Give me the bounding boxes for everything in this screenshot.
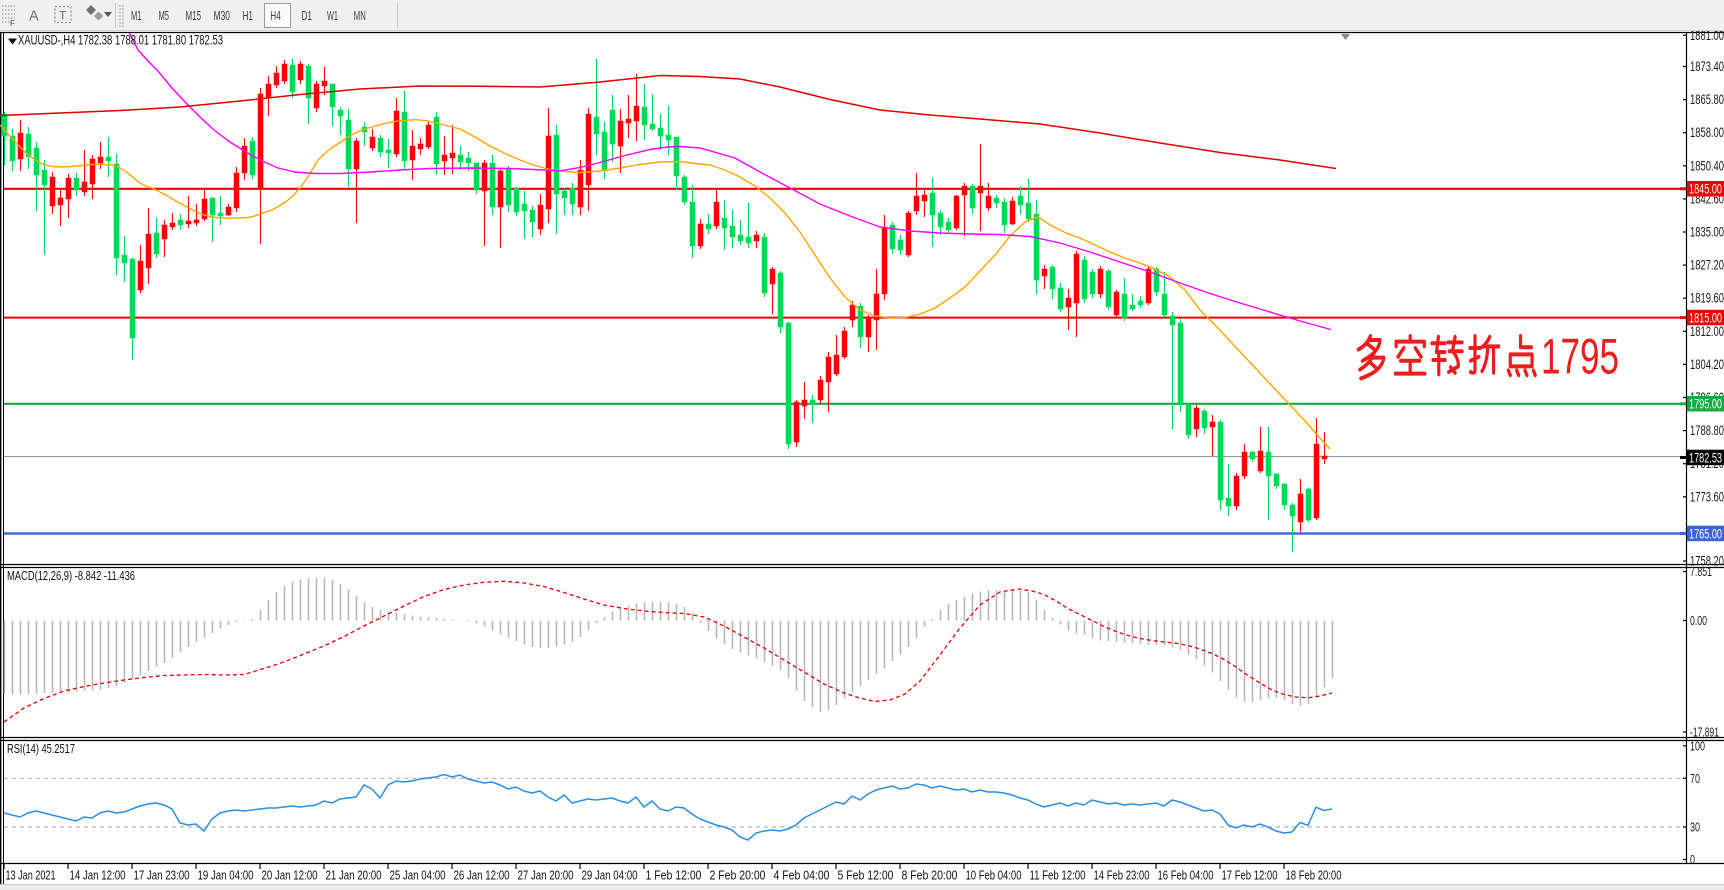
- svg-text:17 Jan 23:00: 17 Jan 23:00: [134, 868, 190, 883]
- svg-text:1765.00: 1765.00: [1689, 526, 1722, 541]
- svg-text:13 Jan 2021: 13 Jan 2021: [6, 868, 56, 883]
- svg-text:8 Feb 20:00: 8 Feb 20:00: [902, 868, 958, 883]
- svg-text:M30: M30: [214, 8, 231, 23]
- svg-text:1804.20: 1804.20: [1690, 357, 1724, 372]
- svg-text:1815.00: 1815.00: [1689, 310, 1722, 325]
- svg-text:1873.40: 1873.40: [1690, 59, 1724, 74]
- svg-text:5 Feb 12:00: 5 Feb 12:00: [838, 868, 894, 883]
- svg-text:14 Jan 12:00: 14 Jan 12:00: [70, 868, 126, 883]
- svg-text:1 Feb 12:00: 1 Feb 12:00: [646, 868, 702, 883]
- svg-text:11 Feb 12:00: 11 Feb 12:00: [1030, 868, 1086, 883]
- svg-text:10 Feb 04:00: 10 Feb 04:00: [966, 868, 1022, 883]
- svg-text:16 Feb 04:00: 16 Feb 04:00: [1158, 868, 1214, 883]
- svg-text:H4: H4: [270, 8, 281, 23]
- svg-text:T: T: [59, 9, 67, 23]
- svg-text:1845.00: 1845.00: [1689, 182, 1722, 197]
- svg-text:1773.60: 1773.60: [1690, 489, 1724, 504]
- svg-text:RSI(14) 45.2517: RSI(14) 45.2517: [7, 741, 75, 756]
- svg-text:100: 100: [1690, 739, 1705, 753]
- svg-text:30: 30: [1690, 821, 1700, 835]
- svg-text:1827.20: 1827.20: [1690, 258, 1724, 273]
- svg-text:H1: H1: [243, 8, 254, 23]
- svg-text:XAUUSD-,H4 1782.38 1788.01 17: XAUUSD-,H4 1782.38 1788.01 1781.80 1782.…: [18, 32, 223, 48]
- svg-text:1819.60: 1819.60: [1690, 291, 1724, 306]
- svg-text:A: A: [29, 9, 39, 25]
- svg-text:M1: M1: [131, 8, 142, 23]
- svg-text:1865.80: 1865.80: [1690, 92, 1724, 107]
- svg-text:1812.00: 1812.00: [1690, 324, 1724, 339]
- svg-text:0.00: 0.00: [1690, 614, 1707, 628]
- svg-text:19 Jan 04:00: 19 Jan 04:00: [198, 868, 254, 883]
- svg-text:1835.00: 1835.00: [1690, 225, 1724, 240]
- svg-text:70: 70: [1690, 772, 1700, 786]
- svg-text:1858.00: 1858.00: [1690, 125, 1724, 140]
- svg-text:1881.00: 1881.00: [1690, 31, 1724, 43]
- svg-text:17 Feb 12:00: 17 Feb 12:00: [1222, 868, 1278, 883]
- svg-text:F: F: [10, 19, 15, 28]
- svg-text:25 Jan 04:00: 25 Jan 04:00: [390, 868, 446, 883]
- svg-text:29 Jan 04:00: 29 Jan 04:00: [582, 868, 638, 883]
- svg-text:M5: M5: [159, 8, 170, 23]
- svg-text:M15: M15: [186, 8, 202, 23]
- svg-text:D1: D1: [302, 8, 313, 23]
- svg-text:1795: 1795: [1541, 329, 1619, 385]
- svg-text:MN: MN: [354, 8, 366, 23]
- svg-text:27 Jan 20:00: 27 Jan 20:00: [518, 868, 574, 883]
- svg-text:7.851: 7.851: [1690, 565, 1712, 579]
- svg-text:1782.53: 1782.53: [1689, 450, 1722, 465]
- svg-text:1850.40: 1850.40: [1690, 158, 1724, 173]
- svg-text:0: 0: [1690, 853, 1695, 867]
- svg-text:1795.00: 1795.00: [1689, 397, 1722, 412]
- svg-text:4 Feb 04:00: 4 Feb 04:00: [774, 868, 830, 883]
- svg-text:26 Jan 12:00: 26 Jan 12:00: [454, 868, 510, 883]
- svg-text:2 Feb 20:00: 2 Feb 20:00: [710, 868, 766, 883]
- svg-text:18 Feb 20:00: 18 Feb 20:00: [1286, 868, 1342, 883]
- svg-text:MACD(12,26,9) -8.842 -11.436: MACD(12,26,9) -8.842 -11.436: [7, 568, 135, 583]
- svg-text:1788.80: 1788.80: [1690, 423, 1724, 438]
- svg-text:14 Feb 23:00: 14 Feb 23:00: [1094, 868, 1150, 883]
- svg-text:W1: W1: [327, 8, 338, 23]
- svg-text:20 Jan 12:00: 20 Jan 12:00: [262, 868, 318, 883]
- svg-text:1758.20: 1758.20: [1690, 554, 1724, 569]
- svg-text:21 Jan 20:00: 21 Jan 20:00: [326, 868, 382, 883]
- svg-text:-17.891: -17.891: [1690, 726, 1719, 740]
